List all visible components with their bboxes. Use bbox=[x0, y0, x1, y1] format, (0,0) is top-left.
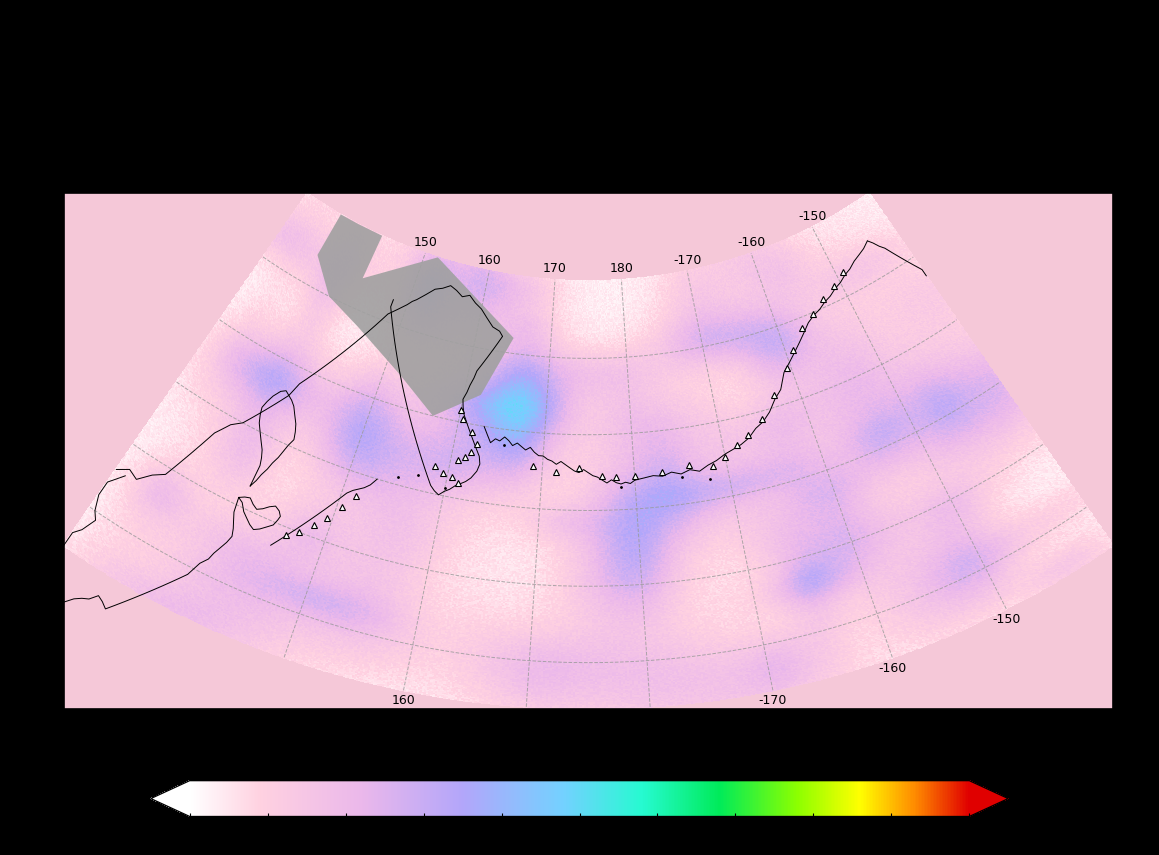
PathPatch shape bbox=[151, 781, 190, 817]
X-axis label: PCA SO₂ column TRM [DU]: PCA SO₂ column TRM [DU] bbox=[488, 839, 671, 852]
Text: 160: 160 bbox=[392, 694, 415, 707]
Text: 180: 180 bbox=[639, 711, 662, 724]
Text: 180: 180 bbox=[610, 262, 633, 275]
Text: 50: 50 bbox=[44, 375, 59, 388]
Text: -170: -170 bbox=[759, 694, 787, 707]
Text: -160: -160 bbox=[737, 236, 765, 249]
Text: 170: 170 bbox=[544, 262, 567, 275]
Text: 170: 170 bbox=[515, 711, 538, 724]
Text: 160: 160 bbox=[478, 254, 501, 267]
Text: -160: -160 bbox=[879, 662, 906, 675]
Polygon shape bbox=[318, 215, 513, 416]
Text: -150: -150 bbox=[992, 613, 1020, 626]
Text: SO₂ mass: 0.000 kt; Area: 0 km²; SO₂ max: 0.50 DU at lon: 162.34 lat: 57.65 ; 01: SO₂ mass: 0.000 kt; Area: 0 km²; SO₂ max… bbox=[64, 159, 615, 172]
Text: 50: 50 bbox=[1117, 370, 1132, 383]
Text: 150: 150 bbox=[414, 236, 437, 249]
PathPatch shape bbox=[969, 781, 1008, 817]
Text: -150: -150 bbox=[799, 210, 826, 223]
Text: 55: 55 bbox=[44, 313, 59, 327]
Text: Suomi NPP/OMPS - 06/20/2019 01:13-23:23 UT: Suomi NPP/OMPS - 06/20/2019 01:13-23:23 … bbox=[344, 111, 815, 129]
Text: 40: 40 bbox=[44, 501, 59, 514]
Text: 55: 55 bbox=[1117, 309, 1132, 321]
Text: 40: 40 bbox=[1117, 494, 1132, 507]
Text: -170: -170 bbox=[673, 254, 701, 267]
Text: 45: 45 bbox=[1117, 432, 1132, 445]
Text: 45: 45 bbox=[44, 438, 59, 451]
